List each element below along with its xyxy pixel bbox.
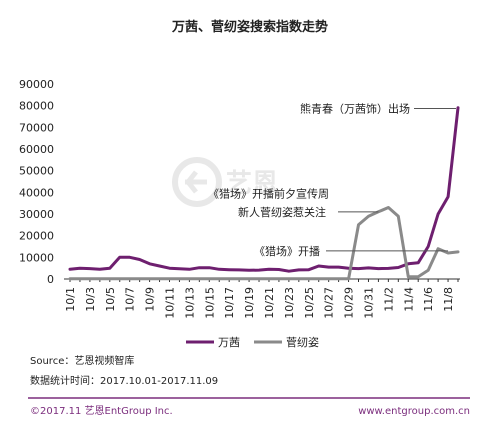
y-tick-label: 0 — [47, 273, 54, 286]
x-tick-label: 10/5 — [104, 287, 117, 312]
y-tick-label: 20000 — [19, 230, 54, 243]
x-tick-label: 10/7 — [124, 287, 137, 312]
y-tick-label: 70000 — [19, 121, 54, 134]
y-tick-label: 30000 — [19, 208, 54, 221]
x-tick-label: 10/17 — [223, 287, 236, 319]
x-tick-label: 10/23 — [283, 287, 296, 319]
legend: 万茜 菅纫姿 — [186, 336, 319, 349]
stat-period-text: 数据统计时间：2017.10.01-2017.11.09 — [30, 374, 218, 387]
y-tick-label: 90000 — [19, 78, 54, 91]
x-tick-label: 10/21 — [263, 287, 276, 319]
y-tick-label: 80000 — [19, 100, 54, 113]
legend-label-jianrenzi: 菅纫姿 — [286, 336, 319, 349]
annotation-label: 熊青春（万茜饰）出场 — [300, 101, 410, 115]
x-tick-label: 10/11 — [163, 287, 176, 319]
x-tick-label: 10/27 — [323, 287, 336, 319]
x-tick-label: 10/9 — [144, 287, 157, 312]
annotation-label: 《猎场》开播前夕宣传周 — [208, 187, 329, 201]
series-line-jianrenzi — [68, 206, 460, 281]
x-tick-label: 10/15 — [203, 287, 216, 319]
y-tick-label: 50000 — [19, 165, 54, 178]
legend-label-wanqian: 万茜 — [218, 336, 240, 349]
annotation-label: 《猎场》开播 — [254, 244, 320, 258]
series-line-wanqian — [68, 106, 460, 273]
copyright-text: ©2017.11 艺恩EntGroup Inc. — [30, 405, 173, 417]
x-tick-label: 11/4 — [402, 287, 415, 312]
chart-title: 万茜、菅纫姿搜索指数走势 — [171, 19, 328, 35]
y-tick-label: 60000 — [19, 143, 54, 156]
x-tick-label: 10/1 — [64, 287, 77, 312]
x-tick-label: 10/13 — [183, 287, 196, 319]
watermark-logo: 艺恩 — [172, 157, 278, 207]
x-tick-label: 10/19 — [243, 287, 256, 319]
x-axis: 10/1 10/3 10/5 10/7 10/9 10/11 10/13 10/15 10/17… — [64, 278, 460, 319]
x-tick-label: 11/6 — [422, 287, 435, 312]
y-tick-label: 40000 — [19, 186, 54, 199]
source-text: Source：艺恩视频智库 — [30, 354, 134, 367]
x-tick-label: 10/3 — [84, 287, 97, 312]
x-tick-label: 10/29 — [343, 287, 356, 319]
x-tick-label: 10/25 — [303, 287, 316, 319]
website-text: www.entgroup.com.cn — [358, 406, 470, 417]
x-tick-label: 11/8 — [442, 287, 455, 312]
watermark-text: 艺恩 — [226, 169, 278, 199]
series-lines — [68, 106, 460, 281]
y-tick-label: 10000 — [19, 251, 54, 264]
x-tick-label: 11/2 — [382, 287, 395, 312]
x-tick-label: 10/31 — [362, 287, 375, 319]
y-axis: 0 10000 20000 30000 40000 50000 60000 70000 8000… — [19, 78, 54, 286]
annotation-label: 新人菅纫姿惹关注 — [238, 205, 326, 219]
